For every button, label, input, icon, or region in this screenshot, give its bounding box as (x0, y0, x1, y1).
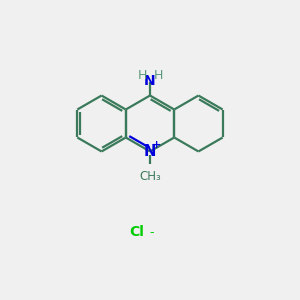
Text: +: + (152, 140, 161, 150)
Text: -: - (146, 226, 154, 239)
Text: H: H (153, 69, 163, 82)
Text: N: N (144, 144, 156, 159)
Text: Cl: Cl (129, 225, 144, 239)
Text: CH₃: CH₃ (139, 170, 161, 183)
Text: H: H (137, 69, 147, 82)
Text: N: N (144, 74, 156, 88)
